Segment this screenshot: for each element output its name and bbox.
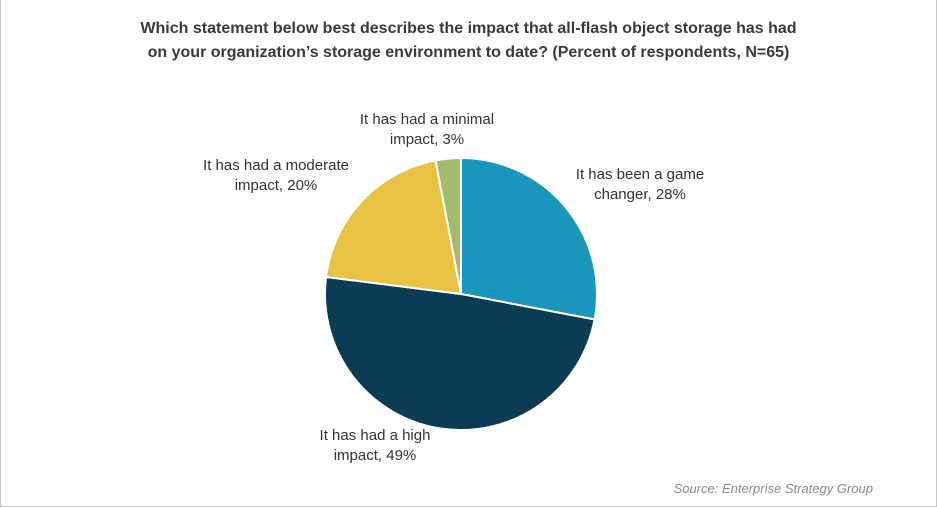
chart-title-line-2: on your organization’s storage environme…	[147, 44, 790, 61]
chart-title: Which statement below best describes the…	[0, 17, 937, 65]
source-note: Source: Enterprise Strategy Group	[673, 481, 873, 496]
slice-minimal-impact-label: It has had a minimal impact, 3%	[360, 111, 494, 148]
slice-game-changer	[460, 156, 598, 321]
pie-slices	[324, 156, 598, 431]
chart-title-line-1: Which statement below best describes the…	[140, 20, 797, 37]
slice-moderate-impact	[324, 159, 463, 296]
slice-high-impact-label: It has had a high impact, 49%	[320, 427, 431, 464]
slice-moderate-impact-label: It has had a moderate impact, 20%	[203, 157, 349, 194]
slice-game-changer-label: It has been a game changer, 28%	[576, 166, 704, 203]
pie-labels: It has been a game changer, 28% It has had…	[203, 111, 704, 464]
slice-minimal-impact	[434, 156, 462, 295]
slice-high-impact	[324, 275, 596, 431]
